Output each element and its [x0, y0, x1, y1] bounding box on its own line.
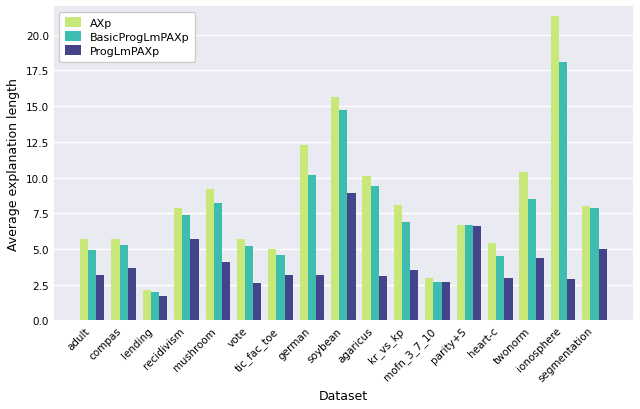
- Bar: [433, 282, 442, 321]
- Bar: [473, 227, 481, 321]
- Bar: [300, 145, 308, 321]
- Bar: [442, 282, 450, 321]
- Bar: [504, 278, 513, 321]
- Bar: [465, 225, 473, 321]
- Bar: [488, 244, 496, 321]
- Bar: [379, 276, 387, 321]
- Bar: [527, 200, 536, 321]
- Bar: [582, 207, 590, 321]
- Bar: [96, 275, 104, 321]
- Bar: [276, 255, 285, 321]
- Bar: [80, 239, 88, 321]
- Bar: [457, 225, 465, 321]
- Bar: [598, 249, 607, 321]
- Bar: [362, 177, 371, 321]
- Bar: [174, 208, 182, 321]
- Bar: [205, 189, 214, 321]
- Bar: [143, 291, 151, 321]
- Bar: [590, 208, 598, 321]
- Bar: [285, 275, 292, 321]
- X-axis label: Dataset: Dataset: [319, 389, 368, 402]
- Bar: [237, 239, 245, 321]
- Bar: [120, 245, 127, 321]
- Bar: [222, 262, 230, 321]
- Bar: [151, 292, 159, 321]
- Bar: [127, 268, 136, 321]
- Bar: [496, 256, 504, 321]
- Bar: [253, 283, 261, 321]
- Bar: [308, 175, 316, 321]
- Y-axis label: Average explanation length: Average explanation length: [7, 78, 20, 250]
- Bar: [559, 63, 567, 321]
- Bar: [425, 278, 433, 321]
- Bar: [88, 251, 96, 321]
- Bar: [331, 98, 339, 321]
- Bar: [402, 222, 410, 321]
- Bar: [410, 271, 419, 321]
- Bar: [111, 239, 120, 321]
- Bar: [394, 205, 402, 321]
- Bar: [567, 279, 575, 321]
- Legend: AXp, BasicProgLmPAXp, ProgLmPAXp: AXp, BasicProgLmPAXp, ProgLmPAXp: [59, 12, 195, 63]
- Bar: [339, 111, 348, 321]
- Bar: [551, 17, 559, 321]
- Bar: [191, 239, 198, 321]
- Bar: [245, 247, 253, 321]
- Bar: [159, 297, 167, 321]
- Bar: [348, 194, 356, 321]
- Bar: [520, 172, 527, 321]
- Bar: [536, 258, 544, 321]
- Bar: [268, 249, 276, 321]
- Bar: [214, 204, 222, 321]
- Bar: [316, 275, 324, 321]
- Bar: [371, 187, 379, 321]
- Bar: [182, 215, 191, 321]
